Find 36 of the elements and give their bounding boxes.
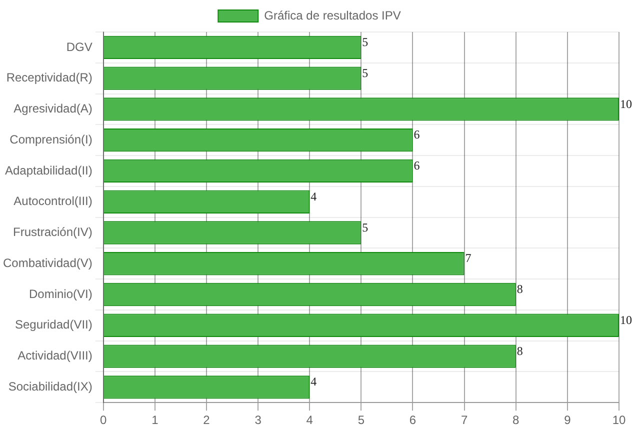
x-tick-label: 4 [306,413,314,428]
data-label: 7 [465,251,472,266]
y-tick-label: DGV [66,40,92,54]
y-tick-label: Dominio(VI) [29,286,92,301]
y-tick-label: Receptividad(R) [6,70,92,85]
y-tick-label: Adaptabilidad(II) [4,163,92,178]
x-tick-label: 2 [203,413,210,428]
data-label: 4 [310,189,317,204]
y-tick-label: Comprensión(I) [10,132,92,146]
data-label: 10 [620,312,632,327]
y-tick-label: Seguridad(VII) [14,318,92,332]
y-tick-label: Combatividad(V) [2,256,92,270]
data-label: 4 [310,374,317,389]
x-tick-label: 3 [254,413,262,428]
x-tick-label: 8 [512,413,520,428]
x-tick-label: 0 [100,413,108,428]
x-tick-label: 6 [409,413,416,428]
y-tick-label: Frustración(IV) [13,225,92,240]
data-label: 10 [620,96,632,111]
data-label: 5 [362,66,368,80]
x-tick-label: 1 [152,413,159,428]
y-tick-label: Actividad(VIII) [18,348,92,363]
x-tick-label: 9 [564,413,572,428]
data-label: 6 [414,158,420,173]
legend-label: Gráfica de resultados IPV [264,8,401,22]
y-tick-label: Agresividad(A) [14,102,92,116]
data-label: 5 [362,35,368,50]
y-tick-label: Autocontrol(III) [14,194,92,208]
x-tick-label: 7 [460,413,468,428]
x-tick-label: 10 [612,413,626,428]
data-label: 8 [516,282,523,296]
x-tick-label: 5 [358,413,365,428]
data-label: 6 [414,128,420,142]
data-label: 8 [516,344,523,358]
data-label: 5 [362,220,368,234]
y-tick-label: Sociabilidad(IX) [8,379,92,394]
